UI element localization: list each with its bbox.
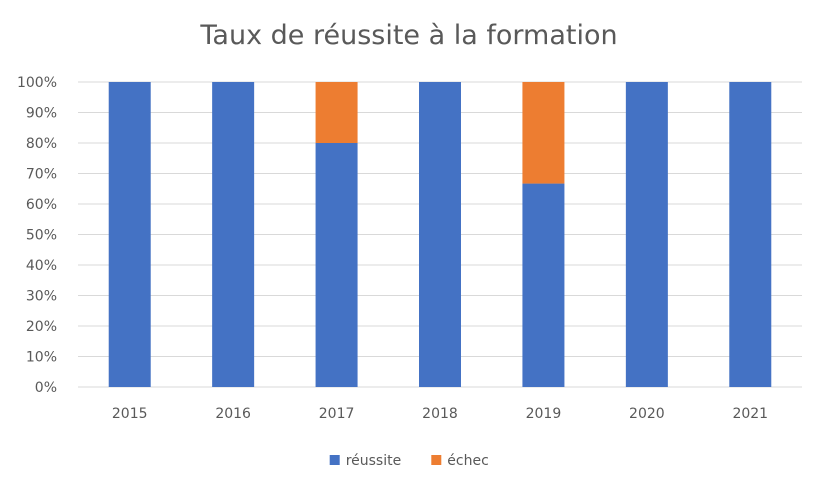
bar-reussite-2020 <box>625 82 668 387</box>
y-tick-label: 50% <box>26 228 57 244</box>
y-tick-label: 40% <box>26 258 57 274</box>
x-tick-label: 2015 <box>112 406 148 422</box>
bar-reussite-2017 <box>315 143 358 387</box>
y-tick-label: 60% <box>26 197 57 213</box>
y-tick-label: 80% <box>26 136 57 152</box>
bar-echec-2017 <box>315 82 358 143</box>
y-tick-label: 10% <box>26 350 57 366</box>
legend-label-echec: échec <box>447 453 489 469</box>
x-tick-label: 2018 <box>422 406 458 422</box>
x-tick-label: 2019 <box>526 406 562 422</box>
bar-reussite-2021 <box>729 82 772 387</box>
x-tick-label: 2021 <box>732 406 768 422</box>
legend: réussite échec <box>329 453 489 469</box>
y-tick-label: 0% <box>35 380 57 396</box>
bar-echec-2019 <box>522 82 565 184</box>
legend-label-reussite: réussite <box>346 453 402 469</box>
y-tick-label: 90% <box>26 106 57 122</box>
y-tick-label: 100% <box>17 75 57 91</box>
chart-title: Taux de réussite à la formation <box>199 20 617 51</box>
x-axis-tick-labels: 2015 2016 2017 2018 2019 2020 2021 <box>112 406 768 422</box>
legend-swatch-reussite <box>329 455 340 465</box>
bar-reussite-2015 <box>108 82 151 387</box>
bar-reussite-2016 <box>212 82 255 387</box>
y-tick-label: 70% <box>26 167 57 183</box>
bar-reussite-2019 <box>522 183 565 387</box>
legend-swatch-echec <box>431 455 442 465</box>
x-tick-label: 2016 <box>215 406 251 422</box>
y-axis-tick-labels: 0% 10% 20% 30% 40% 50% 60% 70% 80% 90% 100% <box>17 75 57 396</box>
y-tick-label: 20% <box>26 319 57 335</box>
x-tick-label: 2017 <box>319 406 355 422</box>
bar-reussite-2018 <box>419 82 461 387</box>
x-tick-label: 2020 <box>629 406 665 422</box>
y-tick-label: 30% <box>26 289 57 305</box>
bars <box>108 82 772 387</box>
